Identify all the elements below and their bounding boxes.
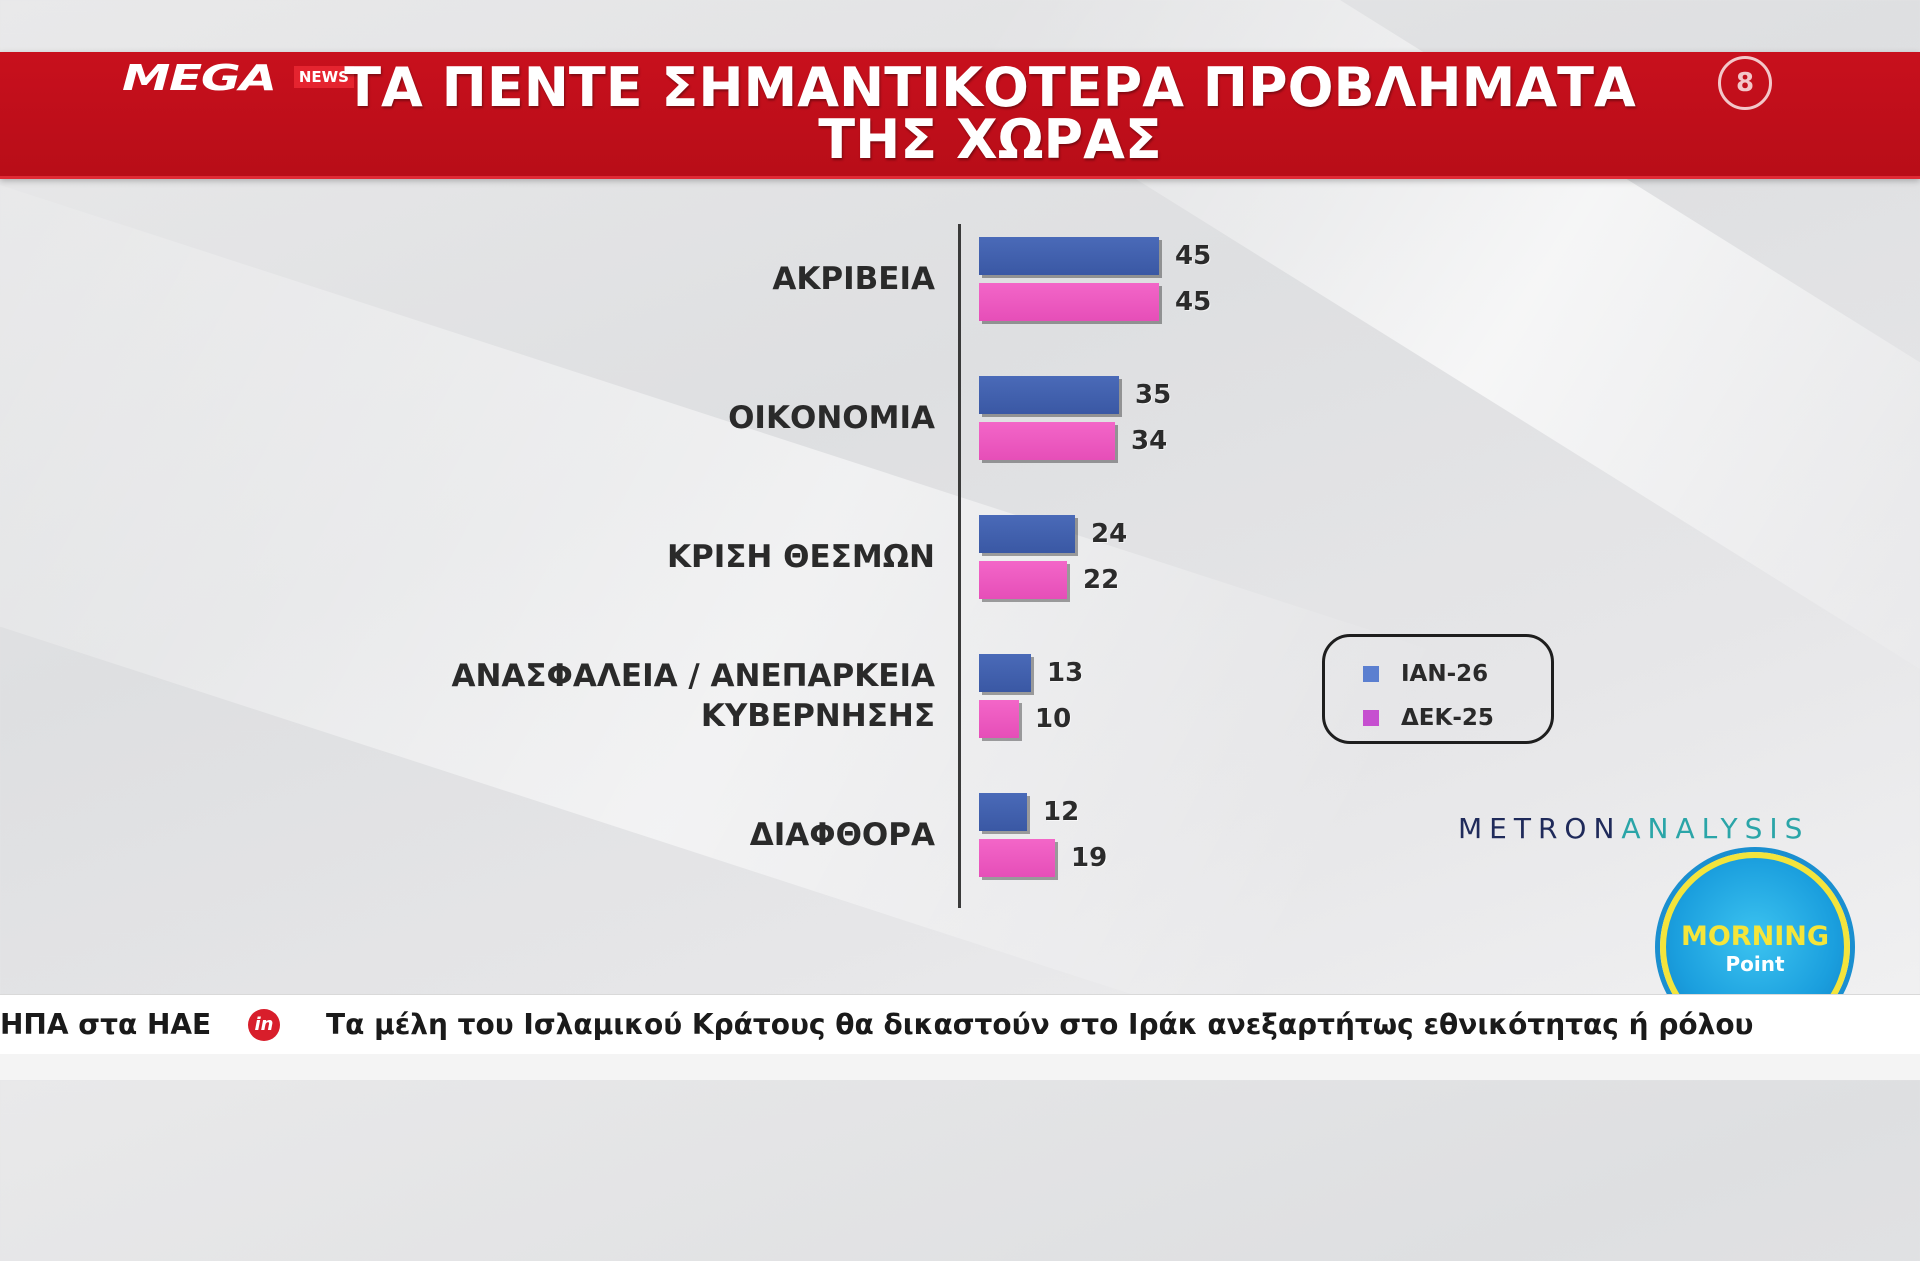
bar-dec <box>979 422 1115 460</box>
chart-axis-line <box>958 224 961 908</box>
bar-dec <box>979 700 1019 738</box>
chart-title-line1: ΤΑ ΠΕΝΤΕ ΣΗΜΑΝΤΙΚΟΤΕΡΑ ΠΡΟΒΛΗΜΑΤΑ <box>344 56 1636 119</box>
chart-title: ΤΑ ΠΕΝΤΕ ΣΗΜΑΝΤΙΚΟΤΕΡΑ ΠΡΟΒΛΗΜΑΤΑ ΤΗΣ ΧΩ… <box>300 56 1680 171</box>
bar-jan <box>979 376 1119 414</box>
bar-jan <box>979 237 1159 275</box>
category-label: ΟΙΚΟΝΟΜΙΑ <box>728 398 935 438</box>
data-label: 45 <box>1175 287 1212 317</box>
bar-jan <box>979 654 1031 692</box>
category-label-line: ΔΙΑΦΘΟΡΑ <box>749 817 935 853</box>
in-news-icon: in <box>248 1009 280 1041</box>
morning-point-title: MORNING <box>1680 921 1829 952</box>
category-label-line: ΑΚΡΙΒΕΙΑ <box>772 261 935 297</box>
category-label-line: ΑΝΑΣΦΑΛΕΙΑ / ΑΝΕΠΑΡΚΕΙΑ <box>451 658 935 694</box>
ticker-item-1: ΗΠΑ στα ΗΑΕ <box>0 1008 212 1041</box>
analysis-text: ANALYSIS <box>1621 812 1810 845</box>
category-label-line: ΚΥΒΕΡΝΗΣΗΣ <box>700 698 935 734</box>
news-ticker: ΗΠΑ στα ΗΑΕ in Τα μέλη του Ισλαμικού Κρά… <box>0 994 1920 1055</box>
legend-swatch-jan <box>1363 666 1379 682</box>
data-label: 24 <box>1091 519 1128 549</box>
logo-news-badge: NEWS <box>293 66 354 88</box>
category-label-line: ΟΙΚΟΝΟΜΙΑ <box>728 400 935 436</box>
legend-label-dec: ΔΕΚ-25 <box>1401 705 1494 731</box>
data-label: 12 <box>1043 797 1080 827</box>
mega-news-logo: MEGA NEWS <box>122 58 354 99</box>
bar-dec <box>979 283 1159 321</box>
metron-analysis-logo: METRONANALYSIS <box>1458 812 1809 845</box>
logo-mega-text: MEGA <box>122 58 277 99</box>
category-label: ΑΝΑΣΦΑΛΕΙΑ / ΑΝΕΠΑΡΚΕΙΑ ΚΥΒΕΡΝΗΣΗΣ <box>451 656 935 736</box>
bar-dec <box>979 561 1067 599</box>
data-label: 45 <box>1175 241 1212 271</box>
ticker-item-2: Τα μέλη του Ισλαμικού Κράτους θα δικαστο… <box>326 1008 1754 1041</box>
bar-dec <box>979 839 1055 877</box>
category-label: ΔΙΑΦΘΟΡΑ <box>750 815 935 855</box>
data-label: 22 <box>1083 565 1120 595</box>
legend-swatch-dec <box>1363 710 1379 726</box>
category-label: ΚΡΙΣΗ ΘΕΣΜΩΝ <box>667 537 935 577</box>
category-label: ΑΚΡΙΒΕΙΑ <box>772 259 935 299</box>
bar-jan <box>979 793 1027 831</box>
legend-item-dec: ΔΕΚ-25 <box>1363 703 1494 733</box>
data-label: 19 <box>1071 843 1108 873</box>
data-label: 10 <box>1035 704 1072 734</box>
legend-label-jan: ΙΑΝ-26 <box>1401 661 1489 687</box>
legend-item-jan: ΙΑΝ-26 <box>1363 659 1488 689</box>
chart-title-line2: ΤΗΣ ΧΩΡΑΣ <box>818 108 1162 171</box>
channel-number-badge: 8 <box>1718 56 1772 110</box>
data-label: 13 <box>1047 658 1084 688</box>
data-label: 34 <box>1131 426 1168 456</box>
bottom-strip <box>0 1054 1920 1080</box>
metron-text: METRON <box>1458 812 1622 845</box>
morning-point-subtitle: Point <box>1725 952 1785 976</box>
bar-jan <box>979 515 1075 553</box>
data-label: 35 <box>1135 380 1172 410</box>
chart-legend: ΙΑΝ-26 ΔΕΚ-25 <box>1322 634 1554 744</box>
category-label-line: ΚΡΙΣΗ ΘΕΣΜΩΝ <box>666 539 935 575</box>
